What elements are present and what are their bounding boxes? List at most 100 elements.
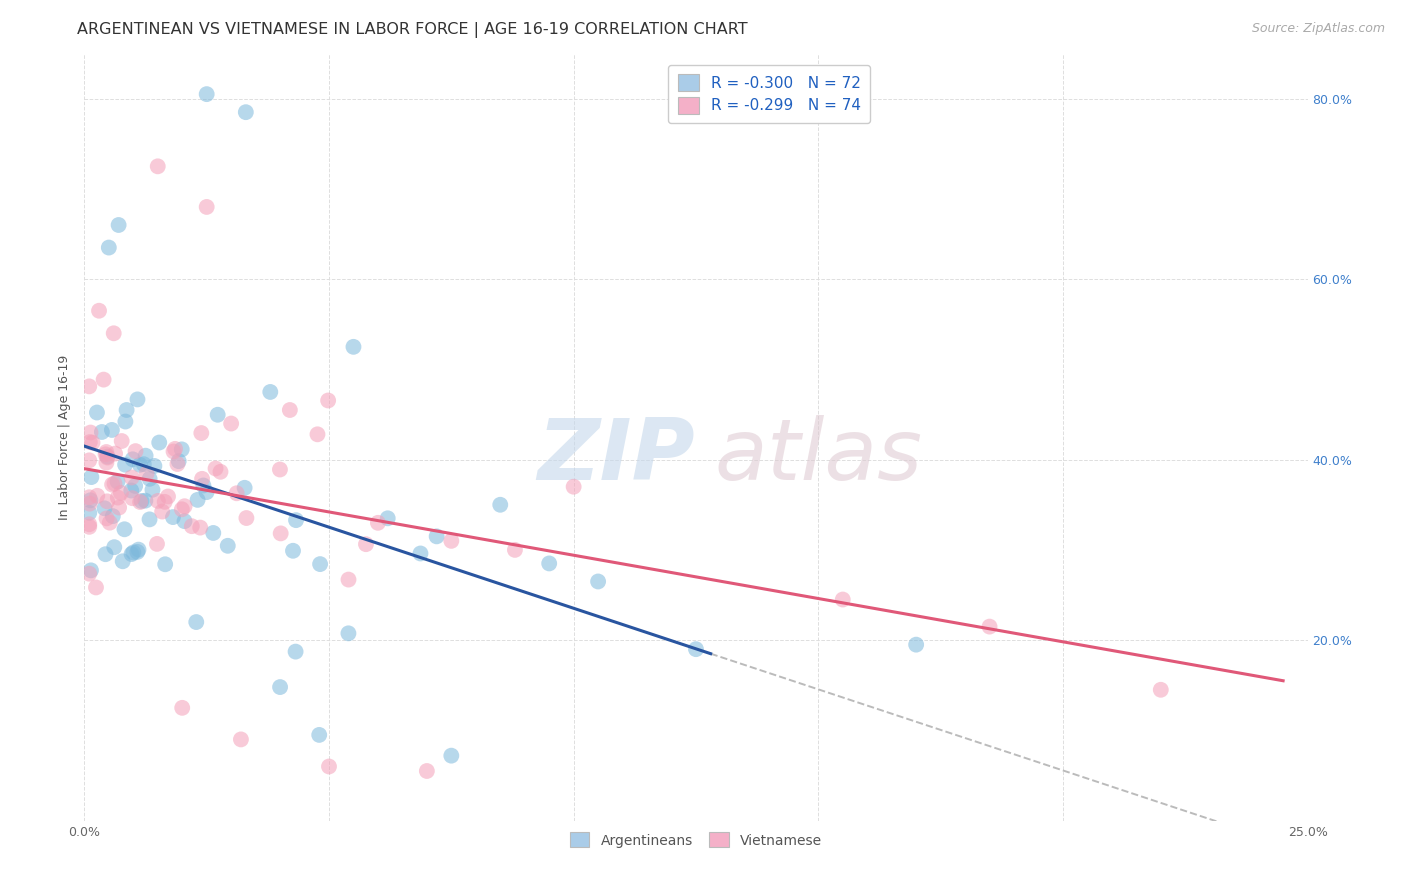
Point: [120, 483, 142, 498]
Point: [342, 340, 364, 354]
Point: [173, 514, 195, 528]
Point: [104, 447, 127, 461]
Point: [101, 423, 124, 437]
Point: [101, 477, 124, 491]
Point: [229, 732, 252, 747]
Point: [129, 458, 152, 472]
Point: [905, 638, 928, 652]
Point: [190, 425, 212, 440]
Point: [269, 462, 291, 476]
Point: [77, 379, 100, 393]
Point: [97, 241, 120, 255]
Text: atlas: atlas: [714, 415, 922, 498]
Point: [377, 511, 399, 525]
Point: [93, 373, 115, 387]
Point: [111, 554, 134, 568]
Point: [108, 500, 131, 515]
Point: [318, 759, 340, 773]
Point: [503, 542, 526, 557]
Y-axis label: In Labor Force | Age 16-19: In Labor Force | Age 16-19: [58, 354, 72, 520]
Point: [122, 545, 145, 559]
Point: [195, 200, 218, 214]
Point: [80, 563, 103, 577]
Point: [107, 218, 129, 232]
Point: [79, 425, 101, 440]
Point: [219, 417, 242, 431]
Point: [307, 427, 329, 442]
Point: [84, 581, 107, 595]
Point: [354, 537, 377, 551]
Point: [270, 526, 292, 541]
Point: [209, 465, 232, 479]
Point: [93, 501, 115, 516]
Point: [269, 680, 291, 694]
Point: [191, 472, 214, 486]
Point: [146, 159, 169, 173]
Point: [114, 458, 136, 472]
Point: [132, 457, 155, 471]
Point: [124, 479, 146, 493]
Point: [111, 434, 134, 448]
Text: ARGENTINEAN VS VIETNAMESE IN LABOR FORCE | AGE 16-19 CORRELATION CHART: ARGENTINEAN VS VIETNAMESE IN LABOR FORCE…: [77, 22, 748, 38]
Point: [135, 467, 157, 481]
Point: [96, 450, 118, 464]
Point: [225, 486, 247, 500]
Point: [233, 481, 256, 495]
Point: [127, 392, 149, 407]
Point: [79, 435, 101, 450]
Point: [440, 748, 463, 763]
Point: [77, 566, 100, 581]
Point: [172, 701, 194, 715]
Point: [235, 511, 257, 525]
Point: [135, 449, 157, 463]
Point: [195, 485, 218, 500]
Point: [195, 87, 218, 102]
Point: [96, 450, 118, 465]
Point: [979, 619, 1001, 633]
Point: [367, 516, 389, 530]
Point: [96, 445, 118, 459]
Point: [143, 458, 166, 473]
Point: [235, 105, 257, 120]
Point: [148, 435, 170, 450]
Point: [153, 558, 176, 572]
Point: [202, 525, 225, 540]
Point: [79, 497, 101, 511]
Point: [124, 444, 146, 458]
Point: [207, 408, 229, 422]
Point: [409, 546, 432, 560]
Point: [1150, 682, 1173, 697]
Point: [103, 326, 125, 341]
Point: [77, 490, 100, 504]
Point: [86, 489, 108, 503]
Point: [121, 491, 143, 506]
Point: [170, 502, 193, 516]
Legend: Argentineans, Vietnamese: Argentineans, Vietnamese: [561, 824, 831, 856]
Point: [146, 537, 169, 551]
Point: [188, 520, 211, 534]
Point: [77, 517, 100, 532]
Point: [77, 506, 100, 520]
Point: [107, 475, 129, 489]
Point: [193, 478, 215, 492]
Point: [77, 453, 100, 467]
Point: [77, 520, 100, 534]
Point: [162, 444, 184, 458]
Point: [96, 456, 118, 470]
Point: [127, 545, 149, 559]
Point: [127, 542, 149, 557]
Point: [316, 393, 339, 408]
Point: [131, 494, 153, 508]
Point: [308, 728, 330, 742]
Point: [121, 547, 143, 561]
Point: [426, 529, 449, 543]
Point: [87, 303, 110, 318]
Point: [685, 642, 707, 657]
Point: [129, 495, 152, 509]
Point: [204, 461, 226, 475]
Point: [156, 490, 179, 504]
Point: [337, 573, 360, 587]
Point: [831, 592, 853, 607]
Point: [162, 510, 184, 524]
Point: [141, 483, 163, 497]
